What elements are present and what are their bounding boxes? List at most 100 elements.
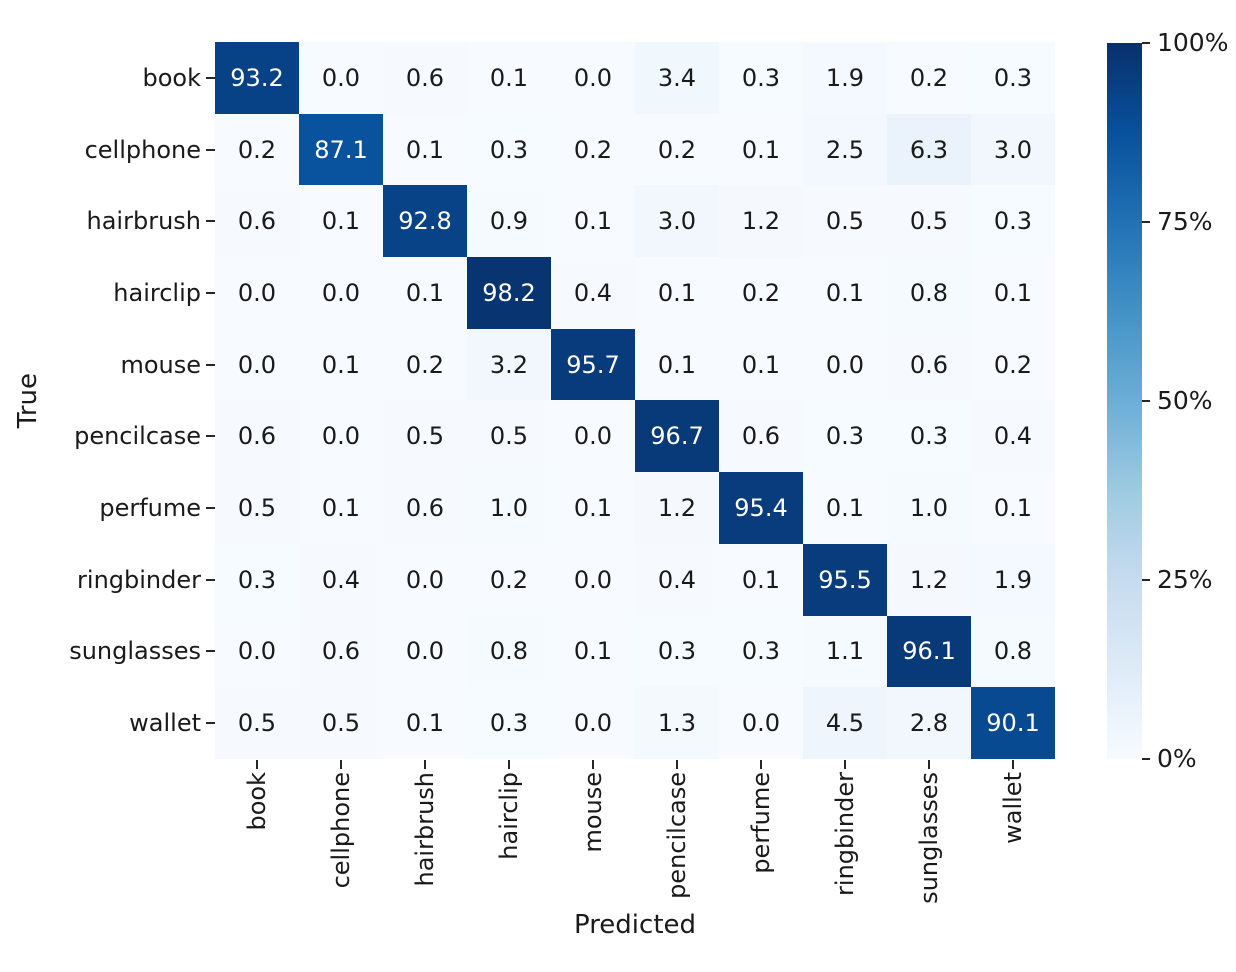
y-tick-label: sunglasses bbox=[69, 637, 201, 666]
heatmap-cell: 0.3 bbox=[467, 687, 551, 759]
heatmap-cell: 0.0 bbox=[719, 687, 803, 759]
heatmap-cell: 0.0 bbox=[299, 257, 383, 329]
heatmap-cell: 0.2 bbox=[383, 328, 467, 401]
heatmap-cell: 0.1 bbox=[383, 257, 467, 329]
x-tick-label-wrap: sunglasses bbox=[909, 772, 949, 972]
colorbar-tick-label: 25% bbox=[1157, 565, 1213, 594]
x-tick-label-wrap: book bbox=[237, 772, 277, 972]
x-tick-label-wrap: hairbrush bbox=[405, 772, 445, 972]
heatmap-cell: 0.3 bbox=[635, 615, 719, 688]
heatmap-cell: 3.0 bbox=[635, 185, 719, 258]
heatmap-cell: 93.2 bbox=[215, 42, 299, 114]
heatmap-cell: 96.7 bbox=[635, 400, 719, 473]
colorbar-tick-mark bbox=[1142, 400, 1150, 402]
heatmap-cell: 0.2 bbox=[719, 257, 803, 329]
x-tick-mark bbox=[676, 760, 678, 769]
heatmap-cell: 0.2 bbox=[215, 113, 299, 186]
heatmap-cell: 0.1 bbox=[467, 42, 551, 114]
heatmap-cell: 0.1 bbox=[719, 113, 803, 186]
heatmap-cell: 3.0 bbox=[971, 113, 1055, 186]
x-tick-mark bbox=[760, 760, 762, 769]
heatmap-cell: 0.1 bbox=[383, 113, 467, 186]
heatmap-cell: 1.9 bbox=[971, 543, 1055, 616]
heatmap-cell: 0.5 bbox=[215, 472, 299, 544]
x-tick-label: hairclip bbox=[495, 772, 523, 860]
x-tick-label-wrap: perfume bbox=[741, 772, 781, 972]
x-tick-mark bbox=[508, 760, 510, 769]
heatmap-cell: 2.5 bbox=[803, 113, 887, 186]
heatmap-cell: 0.4 bbox=[551, 257, 635, 329]
heatmap-cell: 0.8 bbox=[887, 257, 971, 329]
y-tick-label: cellphone bbox=[84, 135, 201, 164]
heatmap-cell: 3.4 bbox=[635, 42, 719, 114]
heatmap-cell: 3.2 bbox=[467, 328, 551, 401]
heatmap-cell: 0.0 bbox=[383, 543, 467, 616]
heatmap-cell: 0.1 bbox=[635, 328, 719, 401]
heatmap-grid: 93.2 0.0 0.6 0.1 0.0 3.4 0.3 1.9 0.2 0.3 0.2 87.1 0.… bbox=[215, 42, 1055, 759]
y-tick-label: wallet bbox=[129, 709, 201, 738]
colorbar-tick-mark bbox=[1142, 221, 1150, 223]
heatmap-cell: 1.0 bbox=[887, 472, 971, 544]
heatmap-cell: 0.5 bbox=[887, 185, 971, 258]
heatmap-cell: 0.1 bbox=[299, 328, 383, 401]
colorbar-tick-mark bbox=[1142, 758, 1150, 760]
x-tick-label-wrap: ringbinder bbox=[825, 772, 865, 972]
colorbar-tick-label: 75% bbox=[1157, 207, 1213, 236]
heatmap-cell: 0.2 bbox=[635, 113, 719, 186]
colorbar-tick-mark bbox=[1142, 42, 1150, 44]
y-tick-label: hairclip bbox=[113, 278, 201, 307]
x-tick-label-wrap: wallet bbox=[993, 772, 1033, 972]
heatmap-cell: 0.2 bbox=[551, 113, 635, 186]
heatmap-cell: 0.4 bbox=[635, 543, 719, 616]
heatmap-cell: 0.5 bbox=[467, 400, 551, 473]
x-tick-label: book bbox=[243, 772, 271, 831]
heatmap-cell: 0.0 bbox=[215, 328, 299, 401]
heatmap-cell: 0.1 bbox=[803, 257, 887, 329]
heatmap-cell: 0.6 bbox=[383, 42, 467, 114]
y-tick-mark bbox=[206, 435, 215, 438]
heatmap-cell: 0.3 bbox=[215, 543, 299, 616]
heatmap-cell: 1.3 bbox=[635, 687, 719, 759]
heatmap-cell: 0.3 bbox=[719, 615, 803, 688]
x-tick-mark bbox=[1012, 760, 1014, 769]
heatmap-cell: 0.6 bbox=[215, 185, 299, 258]
y-tick-label: mouse bbox=[120, 350, 201, 379]
heatmap-cell: 0.1 bbox=[551, 615, 635, 688]
colorbar-tick-label: 0% bbox=[1157, 744, 1197, 773]
y-tick-mark bbox=[206, 363, 215, 366]
colorbar-gradient bbox=[1107, 43, 1142, 759]
heatmap-cell: 0.5 bbox=[299, 687, 383, 759]
heatmap-cell: 0.0 bbox=[551, 400, 635, 473]
heatmap-cell: 95.7 bbox=[551, 328, 635, 401]
heatmap-cell: 0.0 bbox=[551, 687, 635, 759]
heatmap-cell: 0.5 bbox=[215, 687, 299, 759]
x-tick-mark bbox=[592, 760, 594, 769]
heatmap-cell: 0.4 bbox=[299, 543, 383, 616]
y-tick-mark bbox=[206, 722, 215, 725]
heatmap-cell: 0.3 bbox=[467, 113, 551, 186]
x-tick-mark bbox=[928, 760, 930, 769]
x-tick-mark bbox=[424, 760, 426, 769]
y-tick-mark bbox=[206, 220, 215, 223]
heatmap-cell: 0.5 bbox=[383, 400, 467, 473]
heatmap-cell: 0.1 bbox=[971, 472, 1055, 544]
x-axis-label: Predicted bbox=[573, 910, 697, 940]
heatmap-cell: 1.2 bbox=[887, 543, 971, 616]
x-tick-label-wrap: cellphone bbox=[321, 772, 361, 972]
y-tick-mark bbox=[206, 650, 215, 653]
heatmap-cell: 0.3 bbox=[887, 400, 971, 473]
x-tick-label: ringbinder bbox=[831, 772, 859, 896]
x-tick-label-wrap: mouse bbox=[573, 772, 613, 972]
heatmap-cell: 0.6 bbox=[887, 328, 971, 401]
heatmap-cell: 1.9 bbox=[803, 42, 887, 114]
x-tick-label-wrap: hairclip bbox=[489, 772, 529, 972]
heatmap-cell: 0.0 bbox=[383, 615, 467, 688]
heatmap-cell: 0.9 bbox=[467, 185, 551, 258]
heatmap-cell: 0.6 bbox=[299, 615, 383, 688]
heatmap-cell: 0.4 bbox=[971, 400, 1055, 473]
heatmap-cell: 95.4 bbox=[719, 472, 803, 544]
heatmap-cell: 0.1 bbox=[299, 472, 383, 544]
heatmap-cell: 92.8 bbox=[383, 185, 467, 258]
heatmap-cell: 98.2 bbox=[467, 257, 551, 329]
heatmap-cell: 0.3 bbox=[803, 400, 887, 473]
